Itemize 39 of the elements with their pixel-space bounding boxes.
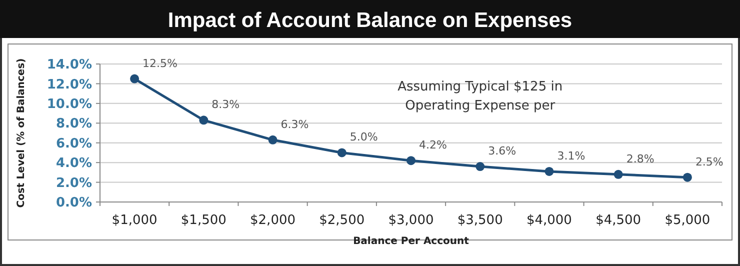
data-label: 3.6%	[488, 144, 516, 158]
point	[337, 148, 346, 158]
data-label: 5.0%	[350, 130, 378, 144]
data-label: 12.5%	[142, 56, 178, 70]
y-tick-label: 6.0%	[56, 136, 92, 152]
x-tick-label: $5,000	[664, 213, 710, 228]
data-label: 2.8%	[626, 152, 654, 166]
x-tick-label: $2,000	[250, 213, 296, 228]
data-label: 3.1%	[557, 149, 586, 162]
data-label: 6.3%	[280, 118, 309, 131]
point	[406, 156, 416, 166]
x-tick-label: $1,000	[112, 213, 158, 228]
y-tick-label: 4.0%	[56, 156, 92, 172]
y-axis-title: Cost Level (% of Balances)	[16, 58, 27, 208]
x-axis-title: Balance Per Account	[353, 236, 470, 247]
point	[682, 172, 692, 182]
point	[130, 74, 140, 84]
point	[268, 135, 278, 144]
y-tick-label: 14.0%	[46, 58, 92, 73]
annotation: Assuming Typical $125 in Operating Expense per	[398, 80, 563, 114]
y-tick-label: 0.0%	[56, 196, 92, 211]
data-label: 8.3%	[212, 98, 240, 112]
y-tick-label: 10.0%	[46, 96, 92, 112]
x-tick-label: $2,500	[319, 213, 365, 228]
chart-title: Impact of Account Balance on Expenses	[168, 9, 572, 32]
x-tick-label: $4,500	[596, 213, 642, 228]
point	[614, 170, 623, 179]
x-tick-label: $3,500	[457, 213, 503, 228]
data-label: 2.5%	[695, 155, 724, 168]
point	[544, 166, 554, 176]
point	[476, 162, 485, 172]
y-tick-label: 2.0%	[56, 176, 92, 191]
data-label: 4.2%	[419, 138, 447, 152]
y-tick-label: 12.0%	[46, 77, 92, 92]
x-tick-label: $3,000	[388, 213, 434, 228]
x-tick-label: $4,000	[526, 213, 572, 228]
x-tick-label: $1,500	[180, 213, 226, 228]
y-tick-label: 8.0%	[56, 116, 92, 132]
point	[199, 116, 208, 125]
